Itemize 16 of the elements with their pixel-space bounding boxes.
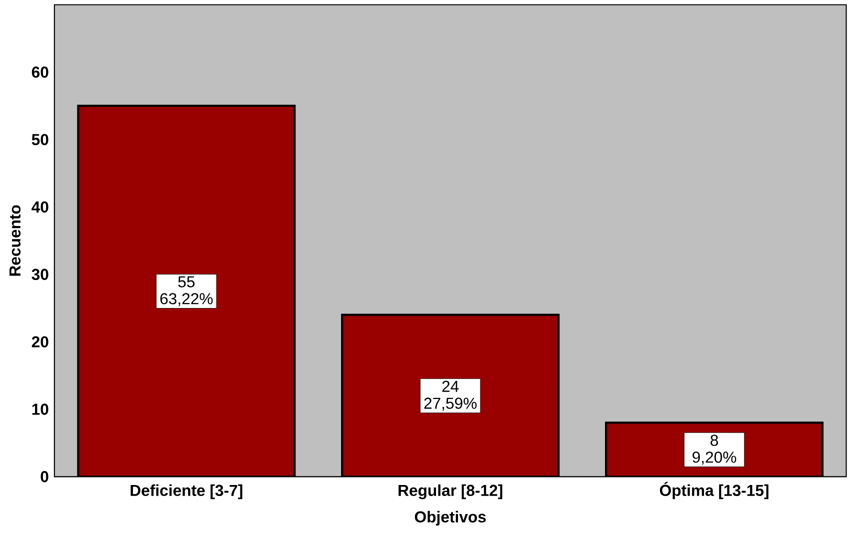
data-label: 55 63,22% — [160, 276, 213, 306]
x-tick-label: Regular [8-12] — [398, 484, 502, 500]
y-tick-label: 0 — [40, 470, 48, 482]
x-tick-label: Óptima [13-15] — [660, 482, 768, 500]
data-label: 24 27,59% — [424, 380, 477, 411]
y-tick-label: 10 — [32, 404, 48, 415]
y-axis-title: Recuento — [10, 205, 21, 276]
y-tick-label: 30 — [32, 268, 48, 280]
y-tick-label: 20 — [32, 336, 48, 348]
data-label: 8 9,20% — [692, 434, 736, 465]
bar — [341, 314, 560, 477]
y-tick-label: 50 — [32, 134, 48, 146]
x-tick-label: Deficiente [3-7] — [130, 484, 242, 500]
y-tick-label: 40 — [32, 201, 48, 213]
y-tick-label: 60 — [32, 66, 48, 78]
x-axis-title: Objetivos — [414, 510, 486, 526]
